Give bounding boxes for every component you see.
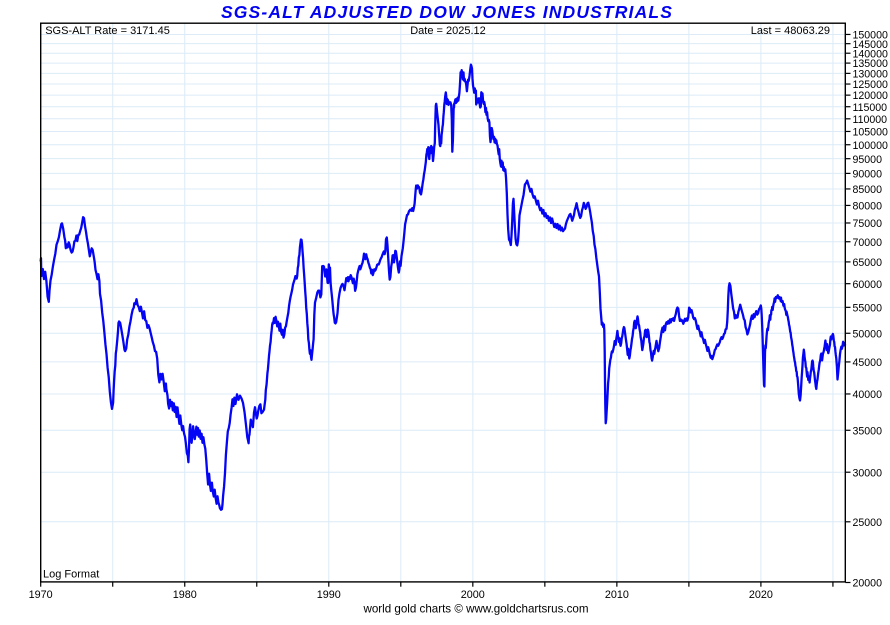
svg-text:2020: 2020 — [749, 589, 773, 601]
svg-text:80000: 80000 — [853, 201, 883, 213]
svg-text:115000: 115000 — [853, 102, 888, 114]
svg-text:110000: 110000 — [853, 114, 888, 126]
svg-text:1990: 1990 — [317, 589, 341, 601]
svg-text:2000: 2000 — [461, 589, 485, 601]
svg-text:140000: 140000 — [853, 48, 888, 60]
svg-text:40000: 40000 — [853, 389, 883, 401]
svg-text:world gold charts © www.goldch: world gold charts © www.goldchartsrus.co… — [362, 603, 588, 616]
svg-text:2010: 2010 — [605, 589, 629, 601]
svg-text:125000: 125000 — [853, 79, 888, 91]
svg-text:Date = 2025.12: Date = 2025.12 — [410, 25, 486, 37]
svg-text:120000: 120000 — [853, 90, 888, 102]
svg-text:150000: 150000 — [853, 30, 888, 42]
svg-text:65000: 65000 — [853, 257, 883, 269]
svg-text:1970: 1970 — [29, 589, 53, 601]
svg-text:SGS-ALT Rate = 3171.45: SGS-ALT Rate = 3171.45 — [45, 25, 170, 37]
svg-text:25000: 25000 — [853, 517, 883, 529]
svg-text:50000: 50000 — [853, 328, 883, 340]
svg-text:105000: 105000 — [853, 127, 888, 139]
svg-text:Last = 48063.29: Last = 48063.29 — [751, 25, 830, 37]
svg-text:95000: 95000 — [853, 154, 883, 166]
svg-text:35000: 35000 — [853, 425, 883, 437]
svg-text:45000: 45000 — [853, 357, 883, 369]
svg-text:20000: 20000 — [853, 578, 883, 590]
svg-text:145000: 145000 — [853, 39, 888, 51]
svg-text:100000: 100000 — [853, 140, 888, 152]
svg-text:1980: 1980 — [173, 589, 197, 601]
svg-text:60000: 60000 — [853, 279, 883, 291]
svg-text:135000: 135000 — [853, 58, 888, 70]
svg-text:85000: 85000 — [853, 184, 883, 196]
svg-text:55000: 55000 — [853, 302, 883, 314]
svg-text:75000: 75000 — [853, 218, 883, 230]
svg-text:70000: 70000 — [853, 237, 883, 249]
svg-text:Log Format: Log Format — [43, 569, 99, 581]
svg-text:30000: 30000 — [853, 467, 883, 479]
svg-text:130000: 130000 — [853, 68, 888, 80]
svg-text:90000: 90000 — [853, 168, 883, 180]
